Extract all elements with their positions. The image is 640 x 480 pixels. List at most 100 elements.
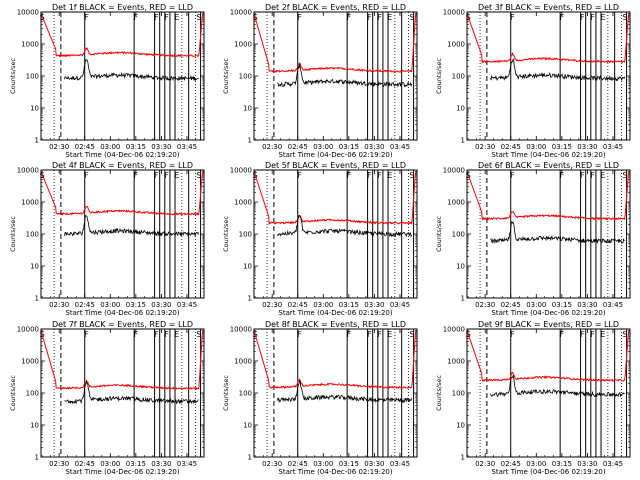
y-tick-label: 1000: [21, 41, 39, 49]
marker-letter: F: [297, 171, 302, 180]
y-tick-label: 10: [30, 422, 39, 430]
panel-title: Det 4f BLACK = Events, RED = LLD: [52, 161, 193, 170]
marker-letter: F: [590, 330, 595, 339]
y-tick-label: 1: [248, 454, 252, 462]
marker-letter: E: [174, 330, 179, 339]
x-tick-label: 02:30: [49, 301, 69, 309]
marker-letter: F: [560, 330, 565, 339]
x-axis-label: Start Time (04-Dec-06 02:19:20): [491, 468, 605, 476]
y-tick-label: 10: [30, 105, 39, 113]
marker-letter: F: [84, 13, 89, 22]
marker-letter: S: [409, 330, 414, 339]
x-tick-label: 02:45: [75, 143, 95, 151]
x-tick-label: 03:30: [364, 460, 384, 468]
series-events-line: [490, 375, 625, 398]
x-tick-label: 03:15: [552, 301, 572, 309]
y-tick-label: 1000: [234, 41, 252, 49]
x-tick-label: 03:00: [526, 143, 546, 151]
marker-letter: F: [347, 330, 352, 339]
y-tick-label: 10000: [17, 9, 39, 17]
series-events-line: [64, 214, 200, 238]
x-tick-label: 02:30: [262, 460, 282, 468]
x-tick-label: 03:45: [603, 301, 623, 309]
x-tick-label: 03:00: [313, 460, 333, 468]
x-tick-label: 02:30: [49, 143, 69, 151]
panel-title: Det 3f BLACK = Events, RED = LLD: [478, 3, 619, 12]
y-axis-label: Counts/sec: [9, 216, 17, 252]
marker-letter: F: [560, 171, 565, 180]
x-tick-label: 03:00: [313, 143, 333, 151]
y-tick-label: 10: [243, 263, 252, 271]
x-tick-label: 03:45: [390, 301, 410, 309]
x-tick-label: 03:15: [339, 301, 359, 309]
y-tick-label: 10: [30, 263, 39, 271]
marker-letter: F: [510, 330, 515, 339]
panel-8: Det 8f BLACK = Events, RED = LLD Counts/s…: [222, 320, 418, 476]
x-tick-label: 02:45: [501, 460, 521, 468]
y-tick-label: 100: [26, 73, 39, 81]
series-events-line: [64, 58, 199, 82]
marker-letter: F: [84, 330, 89, 339]
y-tick-label: 1: [35, 454, 39, 462]
y-tick-label: 1: [461, 454, 465, 462]
x-tick-label: 02:30: [475, 143, 495, 151]
y-axis-label: Counts/sec: [9, 375, 17, 411]
plot-frame: [40, 11, 205, 141]
marker-letter: F: [347, 13, 352, 22]
y-tick-label: 1000: [21, 358, 39, 366]
series-lld-line: [41, 330, 204, 391]
series-lld-line: [254, 330, 417, 389]
y-tick-label: 10000: [230, 9, 252, 17]
y-tick-label: 1000: [234, 199, 252, 207]
marker-letter: F: [510, 171, 515, 180]
x-tick-label: 02:45: [75, 301, 95, 309]
x-tick-label: 03:15: [126, 460, 146, 468]
panel-5: Det 5f BLACK = Events, RED = LLD Counts/s…: [222, 161, 418, 317]
x-tick-label: 03:15: [339, 460, 359, 468]
x-tick-label: 02:45: [288, 143, 308, 151]
series-lld-line: [254, 13, 417, 73]
marker-letter: F: [560, 13, 565, 22]
marker-letter: S: [196, 171, 201, 180]
panel-6: Det 6f BLACK = Events, RED = LLD Counts/s…: [435, 161, 631, 317]
y-tick-label: 10: [456, 422, 465, 430]
marker-letter: F: [377, 330, 382, 339]
x-tick-label: 03:45: [603, 143, 623, 151]
x-tick-label: 03:00: [100, 460, 120, 468]
y-tick-label: 1: [35, 137, 39, 145]
marker-letter: E: [600, 13, 605, 22]
y-tick-label: 1000: [447, 199, 465, 207]
y-axis-label: Counts/sec: [435, 216, 443, 252]
plot-frame: [40, 328, 205, 458]
marker-letter: F: [134, 13, 139, 22]
series-events-line: [277, 215, 413, 238]
y-tick-label: 1: [461, 137, 465, 145]
y-tick-label: 10000: [443, 9, 465, 17]
x-tick-label: 03:45: [177, 143, 197, 151]
y-tick-label: 10000: [17, 167, 39, 175]
plot-frame: [253, 169, 418, 299]
panel-4: Det 4f BLACK = Events, RED = LLD Counts/s…: [9, 161, 205, 317]
panel-title: Det 5f BLACK = Events, RED = LLD: [265, 161, 406, 170]
x-tick-label: 03:30: [364, 301, 384, 309]
marker-letter: E: [387, 171, 392, 180]
x-tick-label: 03:30: [151, 301, 171, 309]
x-tick-label: 03:45: [603, 460, 623, 468]
y-tick-label: 1000: [234, 358, 252, 366]
marker-letter: F: [367, 171, 372, 180]
series-events-line: [277, 380, 413, 404]
y-tick-label: 10000: [443, 167, 465, 175]
series-lld-line: [467, 171, 630, 221]
x-axis-label: Start Time (04-Dec-06 02:19:20): [65, 309, 179, 317]
y-tick-label: 1000: [447, 358, 465, 366]
y-tick-label: 1000: [447, 41, 465, 49]
marker-letter: F: [297, 330, 302, 339]
y-axis-label: Counts/sec: [222, 216, 230, 252]
marker-letter: E: [174, 171, 179, 180]
panel-title: Det 9f BLACK = Events, RED = LLD: [478, 320, 619, 329]
y-tick-label: 1: [461, 295, 465, 303]
y-tick-label: 10: [456, 105, 465, 113]
x-axis-label: Start Time (04-Dec-06 02:19:20): [278, 151, 392, 159]
series-lld-line: [467, 330, 630, 382]
